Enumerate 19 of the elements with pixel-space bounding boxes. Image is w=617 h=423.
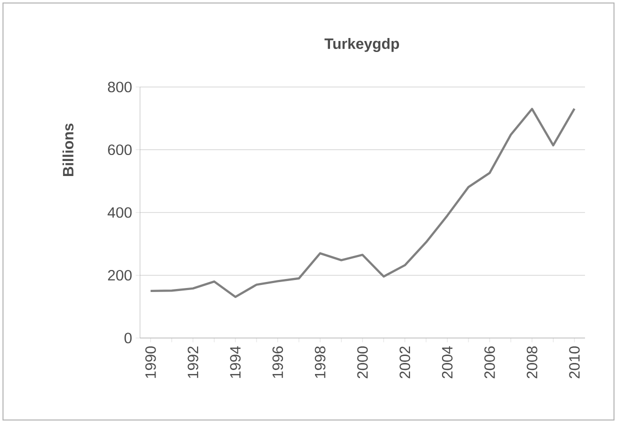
x-tick-label: 2004 [442, 346, 453, 378]
x-tick-label: 1996 [272, 346, 284, 378]
x-tick-label: 1990 [145, 346, 156, 378]
x-tick-label: 1992 [188, 346, 198, 378]
x-tick-label: 2010 [569, 346, 580, 378]
x-tick-label: 2002 [400, 346, 410, 378]
x-tick-label: 1998 [314, 346, 326, 378]
chart-title: Turkeygdp [324, 38, 400, 52]
x-tick-label: 1994 [230, 346, 241, 378]
x-tick-label: 2008 [526, 346, 538, 378]
y-tick-label: 0 [124, 332, 132, 344]
x-tick-label: 2006 [484, 346, 495, 378]
y-tick-label: 200 [108, 270, 132, 281]
y-axis-title: Billions [62, 124, 74, 176]
x-tick-label: 2000 [357, 346, 368, 378]
line-series [150, 108, 576, 298]
y-tick-label: 800 [108, 82, 132, 92]
y-tick-label: 400 [108, 207, 132, 218]
y-tick-label: 600 [108, 144, 132, 156]
